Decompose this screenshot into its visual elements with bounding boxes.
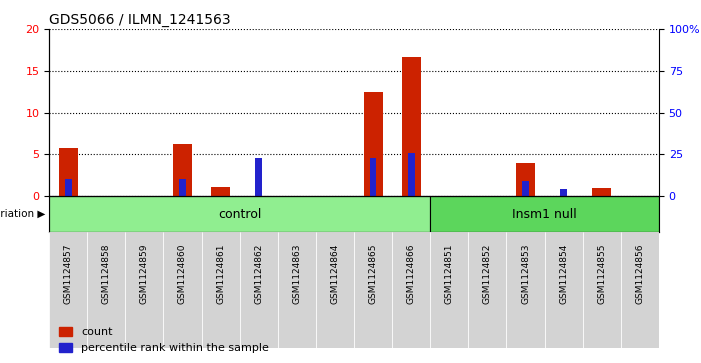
Text: GSM1124857: GSM1124857: [64, 244, 73, 305]
Bar: [59, 148, 78, 196]
Bar: [240, 232, 278, 348]
Bar: [49, 232, 87, 348]
Legend: count, percentile rank within the sample: count, percentile rank within the sample: [55, 322, 273, 358]
Text: GSM1124855: GSM1124855: [597, 244, 606, 305]
Text: GSM1124864: GSM1124864: [330, 244, 339, 304]
Bar: [516, 163, 535, 196]
Bar: [392, 232, 430, 348]
Bar: [592, 188, 611, 196]
Bar: [430, 232, 468, 348]
Text: GSM1124862: GSM1124862: [254, 244, 263, 304]
Bar: [522, 181, 529, 196]
Text: GSM1124860: GSM1124860: [178, 244, 187, 305]
Bar: [49, 196, 430, 232]
Bar: [621, 232, 659, 348]
Bar: [64, 179, 72, 196]
Text: GSM1124861: GSM1124861: [216, 244, 225, 305]
Text: GSM1124854: GSM1124854: [559, 244, 568, 304]
Bar: [202, 232, 240, 348]
Bar: [354, 232, 392, 348]
Text: GDS5066 / ILMN_1241563: GDS5066 / ILMN_1241563: [49, 13, 231, 26]
Bar: [364, 91, 383, 196]
Bar: [430, 196, 659, 232]
Text: GSM1124863: GSM1124863: [292, 244, 301, 305]
Text: GSM1124856: GSM1124856: [635, 244, 644, 305]
Bar: [583, 232, 621, 348]
Text: Insm1 null: Insm1 null: [512, 208, 577, 221]
Bar: [545, 232, 583, 348]
Bar: [369, 158, 376, 196]
Text: GSM1124865: GSM1124865: [369, 244, 378, 305]
Bar: [211, 187, 230, 196]
Bar: [255, 158, 262, 196]
Text: GSM1124858: GSM1124858: [102, 244, 111, 305]
Bar: [408, 154, 414, 196]
Bar: [316, 232, 354, 348]
Bar: [278, 232, 316, 348]
Bar: [87, 232, 125, 348]
Text: GSM1124852: GSM1124852: [483, 244, 492, 304]
Bar: [173, 144, 192, 196]
Bar: [163, 232, 202, 348]
Text: GSM1124851: GSM1124851: [445, 244, 454, 305]
Text: genotype/variation ▶: genotype/variation ▶: [0, 209, 46, 219]
Text: GSM1124859: GSM1124859: [140, 244, 149, 305]
Bar: [506, 232, 545, 348]
Text: GSM1124853: GSM1124853: [521, 244, 530, 305]
Text: control: control: [218, 208, 261, 221]
Text: GSM1124866: GSM1124866: [407, 244, 416, 305]
Bar: [125, 232, 163, 348]
Bar: [468, 232, 506, 348]
Bar: [179, 179, 186, 196]
Bar: [560, 189, 567, 196]
Bar: [402, 57, 421, 196]
